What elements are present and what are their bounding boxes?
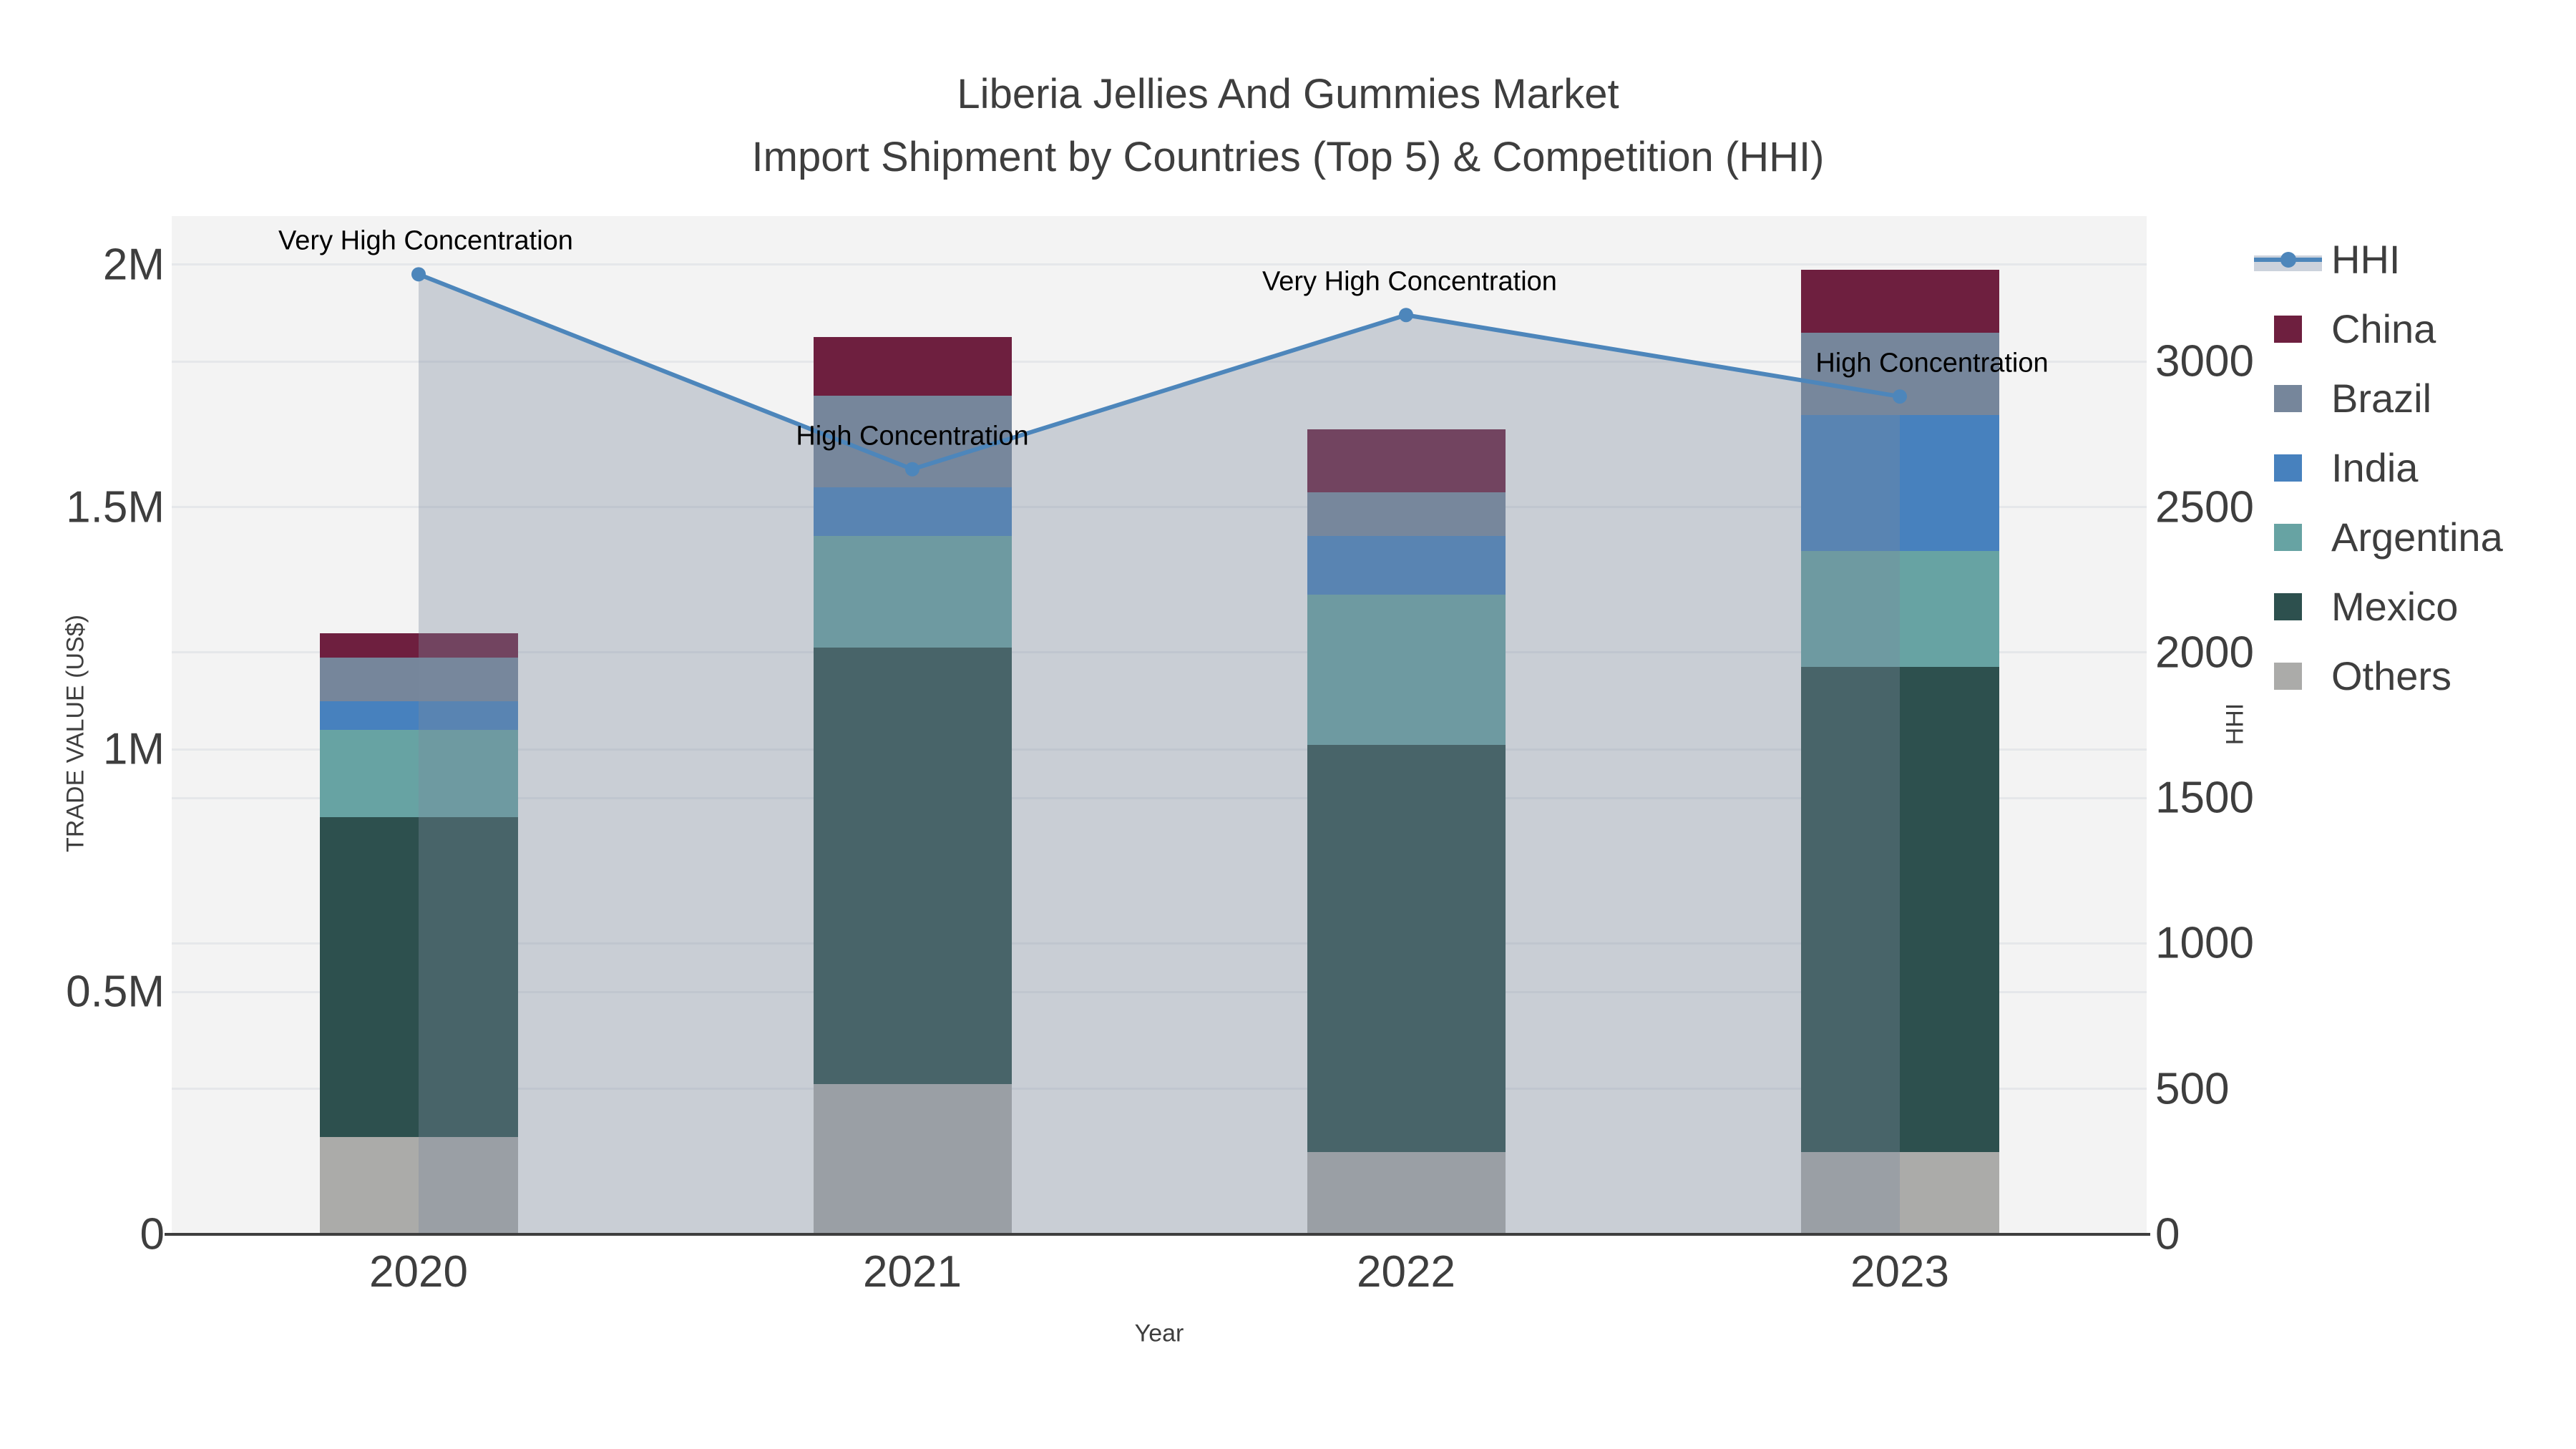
bar-segment-argentina-2023[interactable] bbox=[1800, 550, 1999, 668]
bar-segment-china-2022[interactable] bbox=[1307, 429, 1506, 493]
gridline bbox=[172, 748, 2147, 751]
bar-segment-china-2023[interactable] bbox=[1800, 269, 1999, 333]
legend-label-india: India bbox=[2331, 445, 2419, 490]
bar-segment-others-2023[interactable] bbox=[1800, 1151, 1999, 1234]
legend-swatch-icon bbox=[2254, 655, 2322, 698]
gridline bbox=[172, 651, 2147, 654]
hhi-marker-sample bbox=[2280, 251, 2296, 268]
chart-title-line2: Import Shipment by Countries (Top 5) & C… bbox=[751, 134, 1825, 180]
y-left-tick-1M: 1M bbox=[102, 724, 165, 774]
y-right-tick-2000: 2000 bbox=[2155, 628, 2254, 678]
y-right-tick-1000: 1000 bbox=[2155, 918, 2254, 968]
hhi-area-fill bbox=[419, 274, 1900, 1234]
bar-segment-argentina-2021[interactable] bbox=[813, 536, 1012, 648]
x-axis-line bbox=[165, 1233, 2150, 1236]
y-right-tick-500: 500 bbox=[2155, 1064, 2230, 1114]
bar-segment-mexico-2020[interactable] bbox=[319, 817, 518, 1138]
y-right-tick-1500: 1500 bbox=[2155, 773, 2254, 823]
legend-label-china: China bbox=[2331, 306, 2436, 351]
legend-swatch-icon bbox=[2254, 585, 2322, 628]
gridline bbox=[172, 990, 2147, 993]
bar-segment-china-2020[interactable] bbox=[319, 633, 518, 658]
legend-color-swatch-india bbox=[2274, 454, 2302, 482]
legend-color-swatch-china bbox=[2274, 315, 2302, 343]
x-axis-title: Year bbox=[1134, 1319, 1184, 1347]
bar-segment-india-2023[interactable] bbox=[1800, 414, 1999, 551]
bar-segment-mexico-2022[interactable] bbox=[1307, 744, 1506, 1152]
legend-color-swatch-brazil bbox=[2274, 384, 2302, 412]
hhi-marker-2020[interactable] bbox=[411, 267, 426, 282]
x-tick-2020: 2020 bbox=[369, 1247, 468, 1297]
gridline bbox=[172, 942, 2147, 945]
legend-item-china[interactable]: China bbox=[2254, 294, 2436, 364]
hhi-line-swatch-icon bbox=[2254, 238, 2322, 281]
annotation-2022: Very High Concentration bbox=[1262, 266, 1557, 297]
gridline bbox=[172, 360, 2147, 363]
gridline bbox=[172, 263, 2147, 266]
bar-segment-argentina-2020[interactable] bbox=[319, 730, 518, 818]
hhi-marker-2023[interactable] bbox=[1893, 389, 1907, 404]
y-left-tick-1.5M: 1.5M bbox=[66, 482, 165, 532]
hhi-line-overlay bbox=[411, 267, 1907, 1234]
legend-swatch-icon bbox=[2254, 447, 2322, 489]
annotation-2023: High Concentration bbox=[1815, 348, 2049, 379]
y-right-tick-2500: 2500 bbox=[2155, 482, 2254, 532]
bar-segment-argentina-2022[interactable] bbox=[1307, 594, 1506, 745]
bar-segment-brazil-2022[interactable] bbox=[1307, 492, 1506, 537]
legend-item-argentina[interactable]: Argentina bbox=[2254, 502, 2503, 572]
bar-segment-others-2022[interactable] bbox=[1307, 1151, 1506, 1234]
legend-label-mexico: Mexico bbox=[2331, 584, 2459, 629]
legend-label-argentina: Argentina bbox=[2331, 514, 2503, 560]
legend-label-others: Others bbox=[2331, 653, 2452, 698]
legend-label-brazil: Brazil bbox=[2331, 376, 2432, 421]
bar-segment-brazil-2020[interactable] bbox=[319, 657, 518, 701]
hhi-line bbox=[417, 272, 1901, 472]
bar-segment-mexico-2023[interactable] bbox=[1800, 667, 1999, 1152]
legend-item-brazil[interactable]: Brazil bbox=[2254, 364, 2431, 433]
x-tick-2021: 2021 bbox=[863, 1247, 962, 1297]
legend-color-swatch-argentina bbox=[2274, 523, 2302, 551]
hhi-marker-2021[interactable] bbox=[905, 462, 919, 477]
hhi-marker-2022[interactable] bbox=[1399, 308, 1413, 323]
annotation-2021: High Concentration bbox=[796, 421, 1029, 452]
legend-color-swatch-mexico bbox=[2274, 592, 2302, 620]
x-tick-2023: 2023 bbox=[1850, 1247, 1949, 1297]
y-right-tick-3000: 3000 bbox=[2155, 336, 2254, 386]
y-left-tick-2M: 2M bbox=[102, 240, 165, 290]
y-left-tick-0: 0 bbox=[140, 1209, 165, 1259]
legend-item-others[interactable]: Others bbox=[2254, 641, 2451, 711]
y-left-tick-0.5M: 0.5M bbox=[66, 967, 165, 1017]
legend-swatch-icon bbox=[2254, 308, 2322, 351]
legend-item-mexico[interactable]: Mexico bbox=[2254, 572, 2458, 641]
chart-title: Liberia Jellies And Gummies Market Impor… bbox=[0, 63, 2576, 189]
y-right-axis-title: HHI bbox=[2221, 703, 2249, 746]
legend-item-india[interactable]: India bbox=[2254, 433, 2418, 502]
bar-segment-china-2021[interactable] bbox=[813, 337, 1012, 396]
legend-label-hhi: HHI bbox=[2331, 237, 2401, 282]
y-right-tick-0: 0 bbox=[2155, 1209, 2180, 1259]
gridline bbox=[172, 1088, 2147, 1091]
legend-item-hhi[interactable]: HHI bbox=[2254, 225, 2400, 294]
chart-title-line1: Liberia Jellies And Gummies Market bbox=[957, 71, 1619, 117]
bar-segment-others-2021[interactable] bbox=[813, 1083, 1012, 1234]
bar-segment-india-2020[interactable] bbox=[319, 701, 518, 731]
gridline bbox=[172, 796, 2147, 799]
bar-segment-others-2020[interactable] bbox=[319, 1137, 518, 1234]
bar-segment-india-2021[interactable] bbox=[813, 487, 1012, 537]
legend-swatch-icon bbox=[2254, 516, 2322, 559]
legend-swatch-icon bbox=[2254, 377, 2322, 420]
legend-color-swatch-others bbox=[2274, 662, 2302, 690]
x-tick-2022: 2022 bbox=[1357, 1247, 1455, 1297]
gridline bbox=[172, 506, 2147, 509]
bar-segment-india-2022[interactable] bbox=[1307, 536, 1506, 595]
bar-segment-mexico-2021[interactable] bbox=[813, 648, 1012, 1084]
annotation-2020: Very High Concentration bbox=[278, 225, 573, 256]
